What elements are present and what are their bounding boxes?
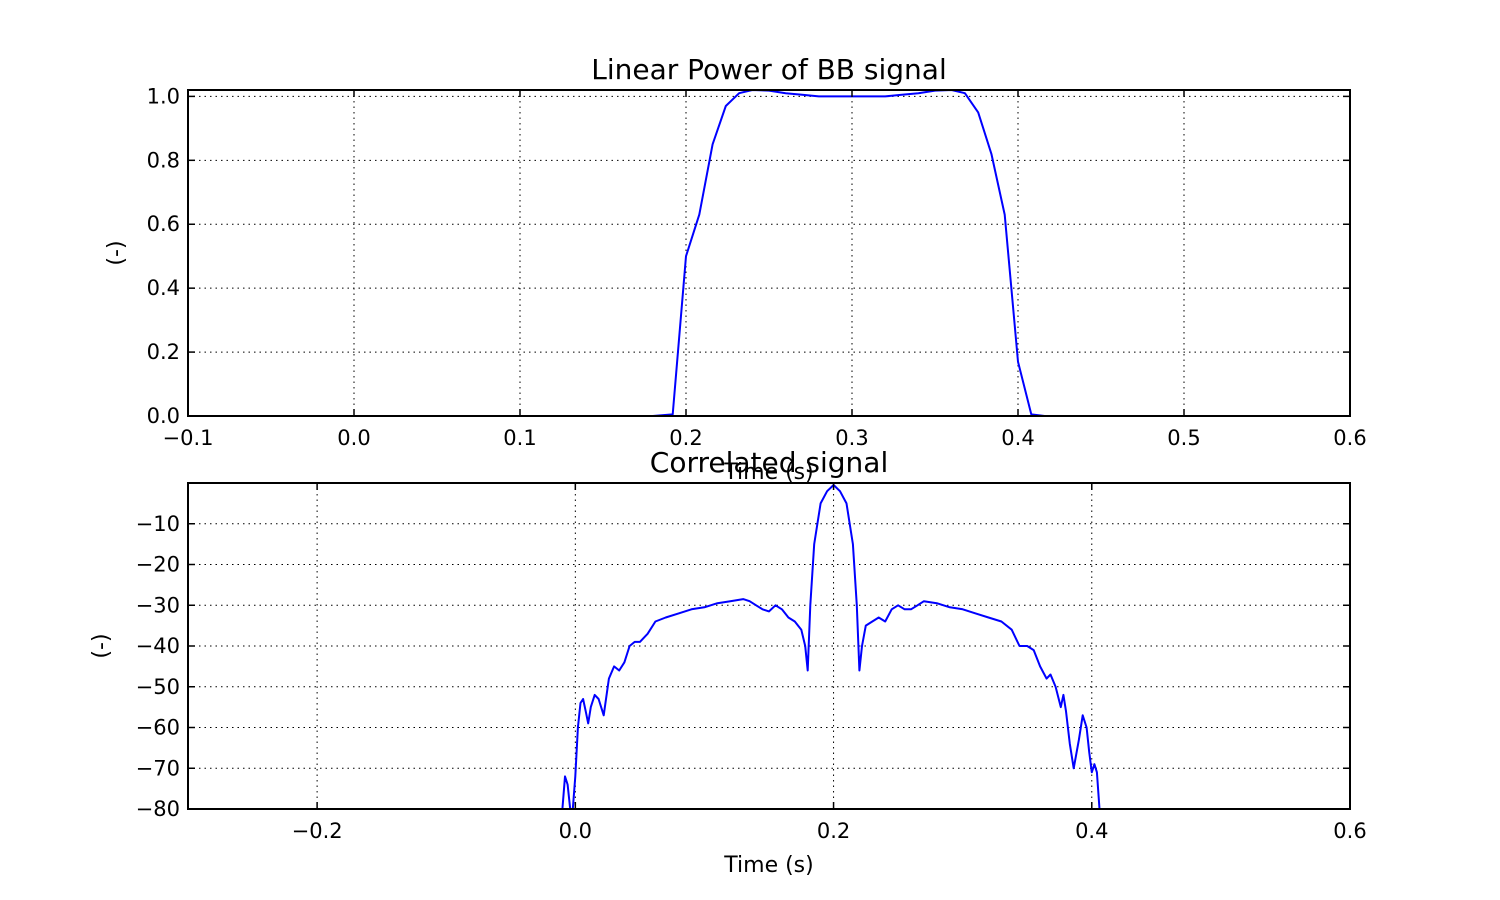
y-tick-label: −30	[136, 593, 180, 617]
x-tick-label: 0.6	[1333, 426, 1366, 450]
y-tick-label: −10	[136, 512, 180, 536]
y-tick-label: 0.8	[147, 148, 180, 172]
power-chart-ylabel: (-)	[104, 240, 129, 265]
y-tick-label: 0.6	[147, 212, 180, 236]
x-tick-label: −0.2	[292, 819, 343, 843]
y-tick-label: 1.0	[147, 84, 180, 108]
x-tick-label: 0.1	[503, 426, 536, 450]
y-tick-label: 0.4	[147, 276, 180, 300]
x-tick-label: 0.4	[1075, 819, 1108, 843]
power-chart-ticks: −0.1 0.0 0.1 0.2 0.3 0.4 0.5 0.60.00.20.40.60.8…	[147, 84, 1367, 450]
x-tick-label: 0.3	[835, 426, 868, 450]
correlated-chart-title: Correlated signal	[650, 446, 888, 479]
correlated-chart-xlabel: Time (s)	[723, 853, 813, 878]
y-tick-label: −80	[136, 797, 180, 821]
correlated-chart-ticks: −0.2 0.0 0.2 0.4 0.6 −10 −20 −30 −40 −50 −60 −70 −80	[136, 483, 1367, 843]
correlated-chart-series	[561, 484, 1105, 809]
series-line	[188, 90, 1350, 416]
power-chart-xlabel: Time (s)	[723, 460, 813, 485]
y-tick-label: −40	[136, 634, 180, 658]
x-tick-label: 0.5	[1167, 426, 1200, 450]
x-tick-label: 0.2	[817, 819, 850, 843]
x-tick-label: 0.0	[559, 819, 592, 843]
y-tick-label: −70	[136, 756, 180, 780]
x-tick-label: 0.0	[337, 426, 370, 450]
x-tick-label: 0.2	[669, 426, 702, 450]
y-tick-label: −50	[136, 675, 180, 699]
power-chart: −0.1 0.0 0.1 0.2 0.3 0.4 0.5 0.60.00.20.40.60.8…	[104, 53, 1367, 485]
x-tick-label: 0.6	[1333, 819, 1366, 843]
correlated-chart: −0.2 0.0 0.2 0.4 0.6 −10 −20 −30 −40 −50 −60 −70 −80…	[89, 446, 1367, 878]
correlated-chart-grid	[188, 483, 1350, 809]
power-chart-frame	[187, 89, 1351, 417]
y-tick-label: −20	[136, 553, 180, 577]
y-tick-label: 0.0	[147, 404, 180, 428]
power-chart-title: Linear Power of BB signal	[591, 53, 947, 86]
power-chart-series	[188, 90, 1350, 416]
y-tick-label: 0.2	[147, 340, 180, 364]
correlated-chart-ylabel: (-)	[89, 633, 114, 658]
x-tick-label: −0.1	[163, 426, 214, 450]
x-tick-label: 0.4	[1001, 426, 1034, 450]
y-tick-label: −60	[136, 716, 180, 740]
correlated-chart-frame	[187, 482, 1351, 810]
series-line	[561, 484, 1105, 809]
power-chart-grid	[188, 90, 1350, 416]
